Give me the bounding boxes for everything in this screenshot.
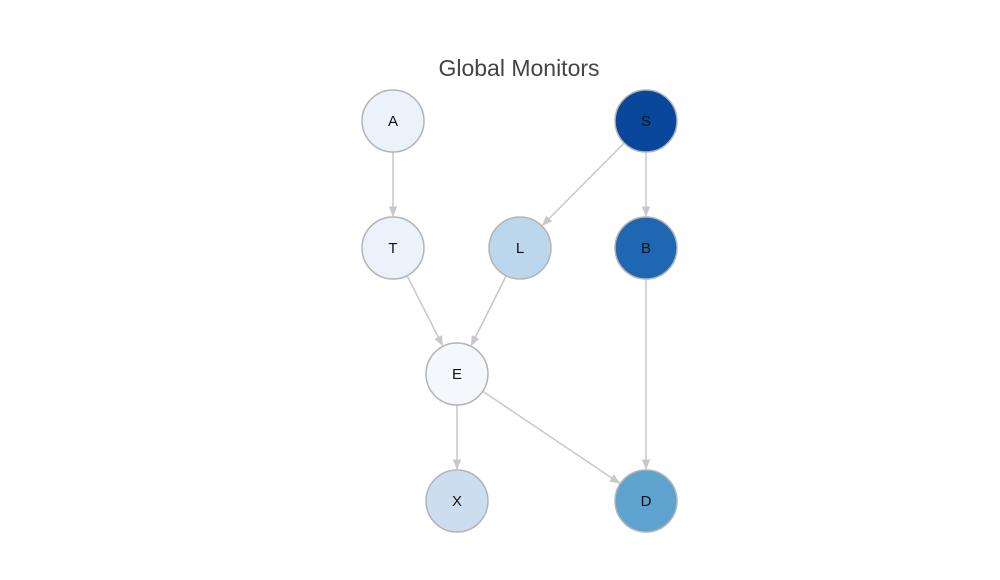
edge-t-e <box>406 275 444 347</box>
node-d[interactable]: D <box>614 469 678 533</box>
edge-s-l <box>541 142 625 227</box>
node-b[interactable]: B <box>614 216 678 280</box>
edges-layer <box>388 142 651 484</box>
node-circle <box>361 216 425 280</box>
node-label: L <box>516 240 524 257</box>
node-label: E <box>452 366 462 383</box>
edge-l-e <box>470 275 507 347</box>
node-t[interactable]: T <box>361 216 425 280</box>
node-circle <box>361 89 425 153</box>
node-label: A <box>388 113 398 130</box>
node-l[interactable]: L <box>488 216 552 280</box>
node-label: X <box>452 493 462 510</box>
node-circle <box>425 469 489 533</box>
node-circle <box>425 342 489 406</box>
node-x[interactable]: X <box>425 469 489 533</box>
node-a[interactable]: A <box>361 89 425 153</box>
node-circle <box>614 469 678 533</box>
node-label: S <box>641 113 651 130</box>
node-e[interactable]: E <box>425 342 489 406</box>
node-label: B <box>641 240 651 257</box>
node-circle <box>488 216 552 280</box>
node-circle <box>614 89 678 153</box>
node-label: D <box>641 493 652 510</box>
edge-e-d <box>482 390 621 484</box>
node-label: T <box>388 240 397 257</box>
diagram-title: Global Monitors <box>438 55 599 81</box>
node-circle <box>614 216 678 280</box>
node-s[interactable]: S <box>614 89 678 153</box>
nodes-layer: A S T L B E X D <box>361 89 678 533</box>
